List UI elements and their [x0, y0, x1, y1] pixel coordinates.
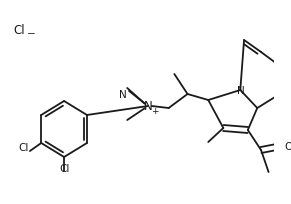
Text: O: O [285, 141, 291, 151]
Text: N: N [143, 100, 152, 113]
Text: N: N [237, 86, 245, 95]
Text: −: − [26, 29, 35, 39]
Text: Cl: Cl [13, 23, 25, 36]
Text: Cl: Cl [59, 163, 69, 173]
Text: +: + [151, 107, 158, 116]
Text: N: N [120, 90, 127, 100]
Text: Cl: Cl [19, 142, 29, 152]
